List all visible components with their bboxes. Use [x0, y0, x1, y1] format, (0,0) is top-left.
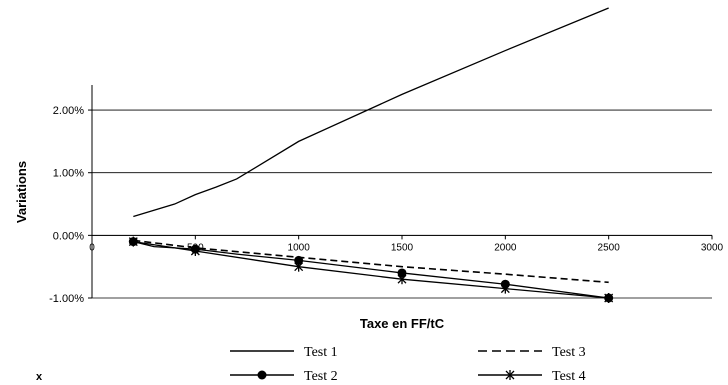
legend-entry: Test 4	[478, 369, 586, 384]
series-line	[133, 240, 609, 299]
data-point-star	[604, 293, 614, 303]
x-tick-label: 1000	[288, 242, 311, 253]
data-point-star	[397, 274, 407, 285]
x-tick-label: 1500	[391, 242, 414, 253]
stray-glyph: x	[36, 371, 43, 383]
y-tick-labels: -1.00% 0.00% 1.00% 2.00%	[49, 105, 84, 305]
series-test-1	[133, 7, 609, 218]
legend-entry: Test 3	[478, 345, 586, 360]
x-tick-label: 0	[89, 242, 95, 253]
series-line	[133, 240, 609, 299]
legend-label: Test 1	[304, 345, 338, 360]
legend-label: Test 4	[552, 369, 586, 384]
y-tick-label: -1.00%	[49, 293, 84, 305]
x-tick-label: 2000	[494, 242, 517, 253]
series-line	[133, 7, 609, 218]
series-lines	[128, 7, 614, 303]
axes	[88, 85, 713, 299]
series-test-3	[133, 239, 609, 284]
legend-entry: Test 1	[230, 345, 338, 360]
data-point-star	[190, 246, 200, 257]
legend: Test 1 Test 3 Test 2 Test 4	[230, 345, 586, 384]
y-tick-label: 2.00%	[53, 105, 84, 117]
series-line	[133, 239, 609, 284]
data-point-star	[505, 370, 515, 380]
y-axis-title: Variations	[14, 161, 29, 223]
y-tick-label: 1.00%	[53, 168, 84, 180]
data-point-star	[500, 283, 510, 294]
x-tick-label: 2500	[598, 242, 621, 253]
legend-entry: Test 2	[230, 369, 338, 384]
data-point-circle	[294, 255, 304, 265]
data-point-star	[128, 236, 138, 247]
x-tick-label: 3000	[701, 242, 724, 253]
x-axis-title: Taxe en FF/tC	[360, 316, 445, 331]
data-point-star	[294, 261, 304, 272]
legend-label: Test 2	[304, 369, 338, 384]
data-point-circle	[397, 268, 407, 278]
data-point-circle	[257, 370, 267, 380]
y-tick-label: 0.00%	[53, 230, 84, 242]
legend-label: Test 3	[552, 345, 586, 360]
series-test-4	[128, 236, 614, 303]
